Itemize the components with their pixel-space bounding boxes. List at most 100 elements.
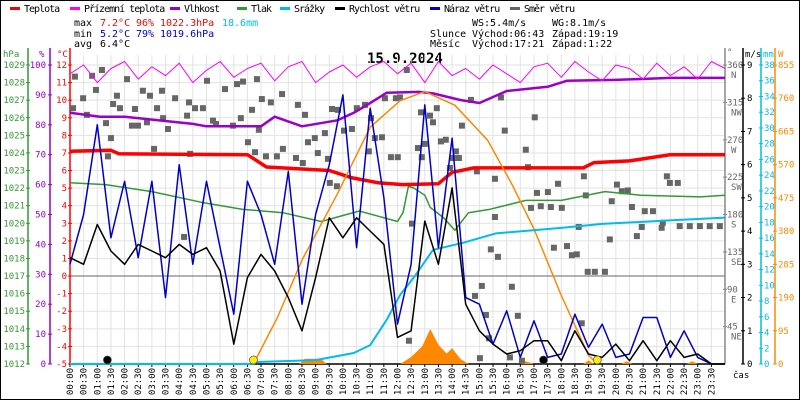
wind-direction-point (485, 335, 492, 342)
wind-direction-point (522, 146, 529, 153)
axis-unit-temp: °C (57, 50, 68, 60)
tick-label-hpa: 1026 (3, 114, 25, 124)
axis-label-time: čas (733, 370, 749, 381)
wind-direction-point (348, 125, 355, 132)
tick-label-time: 10:30 (353, 368, 363, 395)
wind-direction-point (104, 153, 111, 160)
wind-direction-point (70, 105, 77, 112)
wind-direction-point (131, 106, 138, 113)
wind-direction-point (324, 155, 331, 162)
tick-label-mm: 6 (764, 313, 769, 323)
tick-label-time: 17:30 (544, 368, 554, 395)
tick-label-time: 07:00 (257, 368, 267, 395)
wind-direction-point (110, 101, 117, 108)
legend-label: Přízemní teplota (84, 3, 165, 15)
tick-label-time: 22:00 (666, 368, 676, 395)
tick-label-time: 06:00 (230, 368, 240, 395)
wind-direction-point (262, 153, 269, 160)
tick-label-hpa: 1017 (3, 272, 25, 282)
wind-direction-point (508, 283, 515, 290)
wind-direction-point (446, 164, 453, 171)
wind-direction-point (641, 208, 648, 215)
tick-label-temp: 11 (56, 79, 67, 89)
tick-label-pct: 90 (35, 91, 46, 101)
wind-direction-point (547, 204, 554, 211)
tick-label-pct: 80 (35, 121, 46, 131)
wind-direction-point (473, 168, 480, 175)
stat-max-label: max (74, 18, 92, 29)
wind-direction-point (378, 134, 385, 141)
tick-label-w: 570 (778, 161, 794, 171)
wind-direction-point (365, 148, 372, 155)
tick-label-time: 20:00 (612, 368, 622, 395)
wind-direction-point (696, 223, 703, 230)
tick-label-time: 18:30 (571, 368, 581, 395)
axis-unit-ms: m/s (745, 50, 761, 60)
stat-max-temp: 7.2°C (100, 18, 130, 29)
sun-rise: Východ:06:43 (472, 28, 544, 40)
axis-unit-pct: % (39, 50, 45, 60)
wind-direction-point (255, 126, 262, 133)
tick-label-time: 18:00 (557, 368, 567, 395)
tick-label-dir-compass: SW (731, 183, 742, 193)
wind-direction-point (578, 320, 585, 327)
tick-label-mm: 8 (764, 297, 769, 307)
wind-gust-line (69, 94, 725, 365)
tick-label-temp: -1 (56, 290, 67, 300)
tick-label-time: 00:00 (66, 368, 76, 395)
wind-direction-point (518, 357, 525, 364)
wind-direction-point (706, 223, 713, 230)
tick-label-mm: 0 (764, 360, 769, 370)
tick-label-mm: 12 (764, 266, 775, 276)
tick-label-time: 00:30 (80, 368, 90, 395)
wind-direction-point (658, 224, 665, 231)
tick-label-ms: 3 (747, 260, 752, 270)
tick-label-hpa: 1018 (3, 254, 25, 264)
wind-direction-point (666, 179, 673, 186)
tick-label-ms: 9 (747, 61, 752, 71)
moonset-marker (103, 355, 112, 365)
wind-direction-point (292, 155, 299, 162)
tick-label-dir-compass: E (731, 295, 736, 305)
tick-label-dir: 360 (727, 61, 743, 71)
tick-label-pct: 70 (35, 151, 46, 161)
wind-direction-point (514, 312, 521, 319)
wind-direction-point (421, 140, 428, 147)
tick-label-dir-compass: S (731, 221, 736, 231)
wind-direction-point (478, 282, 485, 289)
wind-direction-point (253, 76, 260, 83)
tick-label-pct: 10 (35, 330, 46, 340)
wind-direction-point (237, 115, 244, 122)
tick-label-temp: 2 (62, 237, 67, 247)
tick-label-ms: 5 (747, 194, 752, 204)
wind-direction-point (181, 233, 188, 240)
sunrise-marker (249, 355, 258, 365)
tick-label-hpa: 1016 (3, 290, 25, 300)
wind-direction-point (267, 99, 274, 106)
tick-label-ms: 0 (747, 360, 752, 370)
legend-swatch (430, 7, 440, 10)
tick-label-time: 01:30 (107, 368, 117, 395)
wind-direction-point (638, 223, 645, 230)
wind-direction-point (550, 244, 557, 251)
wind-direction-point (139, 87, 146, 94)
tick-label-mm: 28 (764, 140, 775, 150)
wind-direction-point (497, 94, 504, 101)
wind-direction-point (321, 130, 328, 137)
axes: hPa % °C ° m/s mm W čas 1012101310141015… (3, 48, 794, 395)
tick-label-ms: 6 (747, 161, 752, 171)
tick-label-pct: 30 (35, 270, 46, 280)
tick-label-mm: 2 (764, 344, 769, 354)
wind-direction-point (381, 95, 388, 102)
wind-direction-point (304, 139, 311, 146)
wind-direction-point (449, 155, 456, 162)
tick-label-time: 06:30 (243, 368, 253, 395)
wind-direction-point (160, 115, 167, 122)
tick-label-time: 12:00 (394, 368, 404, 395)
wind-direction-point (618, 188, 625, 195)
tick-label-mm: 30 (764, 124, 775, 134)
wind-direction-point (405, 337, 412, 344)
wind-direction-point (659, 219, 666, 226)
plot-area (69, 61, 726, 365)
